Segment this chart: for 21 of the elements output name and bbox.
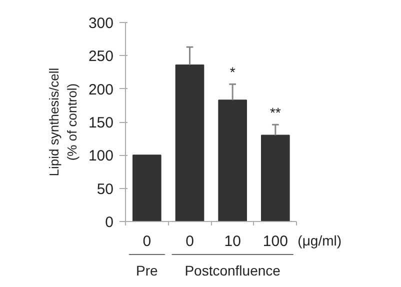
x-tick-label: 100: [262, 233, 288, 250]
y-tick-label: 50: [96, 180, 114, 198]
y-tick-label: 250: [88, 48, 114, 66]
x-tick-label: 0: [186, 233, 194, 250]
text: (μg/ml): [298, 232, 342, 248]
text: Postconfluence: [184, 262, 281, 278]
text: Pre: [136, 262, 158, 278]
y-tick-label: 300: [88, 15, 114, 32]
y-tick-label: 100: [88, 148, 114, 165]
annotation: *: [230, 64, 236, 80]
bar: [175, 64, 204, 222]
x-tick-label: 10: [224, 233, 241, 250]
y-tick-label: 150: [88, 114, 114, 132]
y-axis-title: Lipid synthesis/cell (% of control): [46, 68, 80, 176]
y-tick-label: 0: [105, 214, 114, 231]
x-tick-label: 0: [142, 233, 152, 250]
annotation: **: [270, 104, 282, 121]
bar: [132, 154, 162, 222]
bar: [218, 100, 247, 222]
y-tick-label: 200: [88, 81, 114, 98]
bar: [260, 134, 290, 222]
